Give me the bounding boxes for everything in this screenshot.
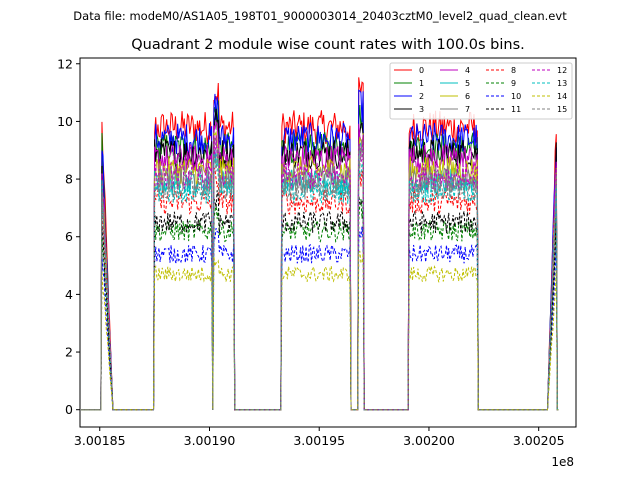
legend-label-7: 7 — [465, 105, 470, 114]
legend-label-4: 4 — [465, 66, 470, 75]
legend-label-6: 6 — [465, 92, 470, 101]
legend-label-15: 15 — [557, 105, 567, 114]
y-tick-label: 6 — [65, 229, 73, 244]
plot-frame — [79, 57, 577, 428]
legend-label-13: 13 — [557, 79, 567, 88]
x-axis: 3.00185 3.00190 3.00195 3.00200 3.00205 — [74, 427, 565, 448]
y-tick-label: 10 — [57, 114, 73, 129]
series-layer — [81, 77, 559, 411]
legend-label-11: 11 — [511, 105, 521, 114]
legend-label-8: 8 — [511, 66, 516, 75]
x-tick-label: 3.00185 — [74, 433, 126, 448]
legend-label-3: 3 — [419, 105, 424, 114]
x-tick-label: 3.00205 — [513, 433, 565, 448]
legend-label-14: 14 — [557, 92, 567, 101]
legend-label-10: 10 — [511, 92, 521, 101]
chart-title: Quadrant 2 module wise count rates with … — [131, 37, 525, 53]
x-tick-label: 3.00200 — [403, 433, 455, 448]
y-tick-label: 0 — [65, 402, 73, 417]
legend-box — [389, 62, 573, 120]
y-tick-label: 8 — [65, 172, 73, 187]
series-line-15 — [81, 147, 559, 411]
series-line-8 — [81, 167, 559, 411]
suptitle: Data file: modeM0/AS1A05_198T01_90000030… — [73, 9, 567, 23]
x-tick-label: 3.00195 — [293, 433, 345, 448]
y-tick-label: 2 — [65, 345, 73, 360]
y-tick-label: 4 — [65, 287, 73, 302]
legend-label-0: 0 — [419, 66, 424, 75]
y-tick-label: 12 — [57, 56, 73, 71]
legend-label-1: 1 — [419, 79, 424, 88]
series-line-12 — [81, 134, 559, 411]
legend-label-2: 2 — [419, 92, 424, 101]
legend-label-9: 9 — [511, 79, 516, 88]
y-axis: 0 2 4 6 8 10 12 — [57, 56, 80, 417]
x-tick-label: 3.00190 — [184, 433, 236, 448]
legend-label-5: 5 — [465, 79, 470, 88]
legend-label-12: 12 — [557, 66, 567, 75]
x-offset-label: 1e8 — [551, 455, 574, 469]
